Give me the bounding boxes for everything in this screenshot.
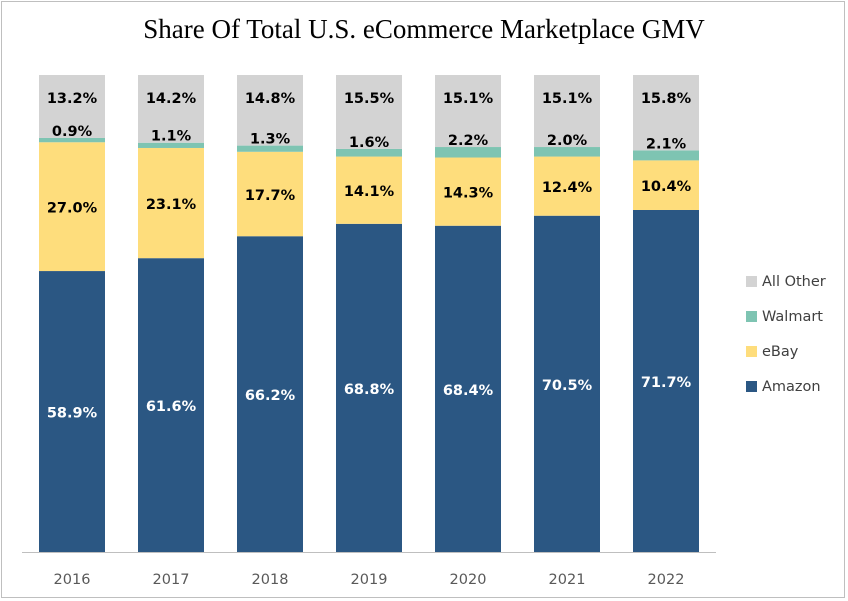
data-label: 1.1% xyxy=(151,129,192,145)
legend-label: Amazon xyxy=(762,378,821,395)
bar-segment-amazon xyxy=(534,215,600,552)
data-label: 15.8% xyxy=(641,91,692,107)
data-label: 23.1% xyxy=(146,197,197,213)
bar-segment-walmart xyxy=(435,147,501,158)
chart-title: Share Of Total U.S. eCommerce Marketplac… xyxy=(143,14,705,44)
data-label: 10.4% xyxy=(641,179,692,195)
x-tick-label: 2016 xyxy=(54,572,91,588)
bar-segment-walmart xyxy=(336,148,402,157)
bar-segment-all-other xyxy=(633,75,699,151)
legend-swatch xyxy=(746,346,757,357)
data-label: 2.0% xyxy=(547,133,588,149)
data-label: 14.3% xyxy=(443,186,494,202)
data-label: 70.5% xyxy=(542,378,593,394)
data-label: 17.7% xyxy=(245,188,296,204)
bar-segment-ebay xyxy=(435,157,501,226)
bar-segment-all-other xyxy=(237,75,303,146)
data-label: 15.1% xyxy=(443,91,494,107)
bar-segment-amazon xyxy=(237,236,303,552)
bar-segment-walmart xyxy=(39,137,105,143)
bar-segment-ebay xyxy=(336,156,402,224)
data-label: 2.1% xyxy=(646,136,687,152)
data-label: 66.2% xyxy=(245,388,296,404)
bar-segment-amazon xyxy=(633,209,699,552)
legend-swatch xyxy=(746,381,757,392)
legend-item: eBay xyxy=(746,334,826,369)
legend-item: All Other xyxy=(746,264,826,299)
x-tick-label: 2020 xyxy=(450,572,487,588)
bar-segment-all-other xyxy=(138,75,204,143)
bar-segment-ebay xyxy=(39,142,105,272)
legend: All Other Walmart eBay Amazon xyxy=(746,264,826,404)
data-label: 58.9% xyxy=(47,406,98,422)
data-label: 12.4% xyxy=(542,180,593,196)
data-label: 13.2% xyxy=(47,91,98,107)
bar-segment-all-other xyxy=(534,75,600,148)
x-tick-label: 2021 xyxy=(549,572,586,588)
data-label: 68.4% xyxy=(443,383,494,399)
bar-segment-ebay xyxy=(237,151,303,237)
bar-segment-walmart xyxy=(237,145,303,152)
bar-segment-amazon xyxy=(138,258,204,552)
x-tick-label: 2022 xyxy=(648,572,685,588)
bar-segment-all-other xyxy=(435,75,501,148)
data-label: 71.7% xyxy=(641,375,692,391)
legend-label: All Other xyxy=(762,273,826,290)
bar-segment-walmart xyxy=(138,142,204,148)
legend-item: Walmart xyxy=(746,299,826,334)
data-label: 61.6% xyxy=(146,399,197,415)
bar-segment-amazon xyxy=(336,223,402,552)
legend-item: Amazon xyxy=(746,369,826,404)
data-label: 14.1% xyxy=(344,184,395,200)
data-label: 68.8% xyxy=(344,382,395,398)
x-tick-label: 2017 xyxy=(153,572,190,588)
bar-segment-walmart xyxy=(633,150,699,161)
bar-segment-walmart xyxy=(534,147,600,157)
data-label: 1.6% xyxy=(349,135,390,151)
data-label: 15.1% xyxy=(542,91,593,107)
data-label: 27.0% xyxy=(47,201,98,217)
bar-segment-amazon xyxy=(435,225,501,552)
data-label: 14.8% xyxy=(245,91,296,107)
bar-segment-all-other xyxy=(39,75,105,138)
legend-swatch xyxy=(746,311,757,322)
data-label: 15.5% xyxy=(344,91,395,107)
data-label: 14.2% xyxy=(146,91,197,107)
bar-segment-all-other xyxy=(336,75,402,149)
bar-segment-ebay xyxy=(534,156,600,216)
bar-segment-ebay xyxy=(633,160,699,210)
data-label: 2.2% xyxy=(448,133,489,149)
legend-swatch xyxy=(746,276,757,287)
legend-label: Walmart xyxy=(762,308,823,325)
x-tick-label: 2018 xyxy=(252,572,289,588)
x-tick-label: 2019 xyxy=(351,572,388,588)
data-label: 0.9% xyxy=(52,124,93,140)
bar-segment-ebay xyxy=(138,147,204,259)
legend-label: eBay xyxy=(762,343,799,360)
data-label: 1.3% xyxy=(250,132,291,148)
bar-segment-amazon xyxy=(39,271,105,552)
